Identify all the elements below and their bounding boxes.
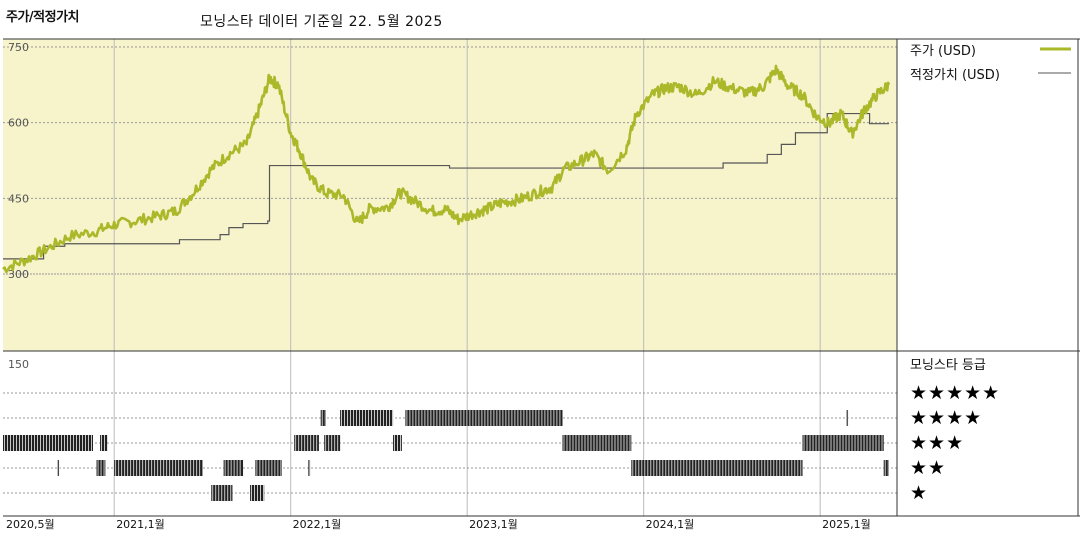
y-tick-label: 600 <box>8 117 29 130</box>
rating-bar-block <box>294 435 319 451</box>
rating-bar-2-stars <box>883 460 889 476</box>
rating-bars <box>3 410 889 501</box>
price-plot-area <box>3 39 897 351</box>
y-tick-label: 450 <box>8 192 29 205</box>
rating-bar-2-stars <box>96 460 106 476</box>
rating-bar-2-stars <box>255 460 282 476</box>
x-tick-label: 2021,1월 <box>116 518 165 531</box>
fair-value-line <box>3 112 889 260</box>
rating-bar-block <box>100 435 108 451</box>
rating-bar-block <box>846 410 849 426</box>
rating-bar-1-stars <box>211 485 233 501</box>
fair-value-series <box>3 112 889 260</box>
rating-panel-ytick: 150 <box>8 358 29 371</box>
rating-bar-block <box>883 460 889 476</box>
chart-subtitle: 모닝스타 데이터 기준일 22. 5월 2025 <box>200 14 443 30</box>
rating-label-5-stars: ★★★★★ <box>910 382 1000 404</box>
x-tick-label: 2023,1월 <box>469 518 518 531</box>
rating-label-2-stars: ★★ <box>910 457 946 479</box>
x-tick-label: 2024,1월 <box>646 518 695 531</box>
price-line <box>2 64 891 274</box>
rating-bar-4-stars <box>846 410 849 426</box>
price-series <box>2 64 891 274</box>
rating-bar-3-stars <box>3 435 94 451</box>
rating-bar-3-stars <box>100 435 108 451</box>
rating-label-1-star: ★ <box>910 482 928 504</box>
chart-frame <box>3 38 1080 517</box>
rating-bar-block <box>320 410 326 426</box>
rating-bar-block <box>114 460 203 476</box>
chart-title: 주가/적정가치 <box>6 10 80 25</box>
rating-bar-block <box>250 485 265 501</box>
rating-bar-block <box>57 460 60 476</box>
rating-bar-3-stars <box>393 435 402 451</box>
legend-price-label: 주가 (USD) <box>910 44 976 59</box>
rating-bar-4-stars <box>340 410 394 426</box>
rating-bar-2-stars <box>308 460 311 476</box>
rating-label-4-stars: ★★★★ <box>910 407 982 429</box>
rating-label-3-stars: ★★★ <box>910 432 964 454</box>
legend-fair-value-label: 적정가치 (USD) <box>910 68 1000 83</box>
rating-bar-3-stars <box>562 435 632 451</box>
rating-panel-title: 모닝스타 등급 <box>910 358 986 373</box>
y-tick-label: 300 <box>8 268 29 281</box>
rating-bar-4-stars <box>320 410 326 426</box>
rating-bar-block <box>324 435 341 451</box>
rating-bar-1-stars <box>250 485 265 501</box>
rating-bar-2-stars <box>57 460 60 476</box>
rating-bar-2-stars <box>114 460 203 476</box>
y-axis-ticks: 750 600 450 300 <box>8 41 29 281</box>
x-axis-ticks: 2020,5월 2021,1월 2022,1월 2023,1월 2024,1월 2025,… <box>6 518 871 531</box>
rating-bar-3-stars <box>802 435 884 451</box>
y-tick-label: 750 <box>8 41 29 54</box>
rating-bar-block <box>405 410 563 426</box>
rating-bar-2-stars <box>223 460 244 476</box>
rating-bar-block <box>340 410 394 426</box>
x-tick-label: 2022,1월 <box>293 518 342 531</box>
x-tick-label: 2020,5월 <box>6 518 55 531</box>
rating-bar-3-stars <box>294 435 319 451</box>
rating-bar-2-stars <box>631 460 803 476</box>
rating-bar-3-stars <box>324 435 341 451</box>
rating-bar-4-stars <box>405 410 563 426</box>
x-tick-label: 2025,1월 <box>822 518 871 531</box>
rating-bar-block <box>308 460 311 476</box>
